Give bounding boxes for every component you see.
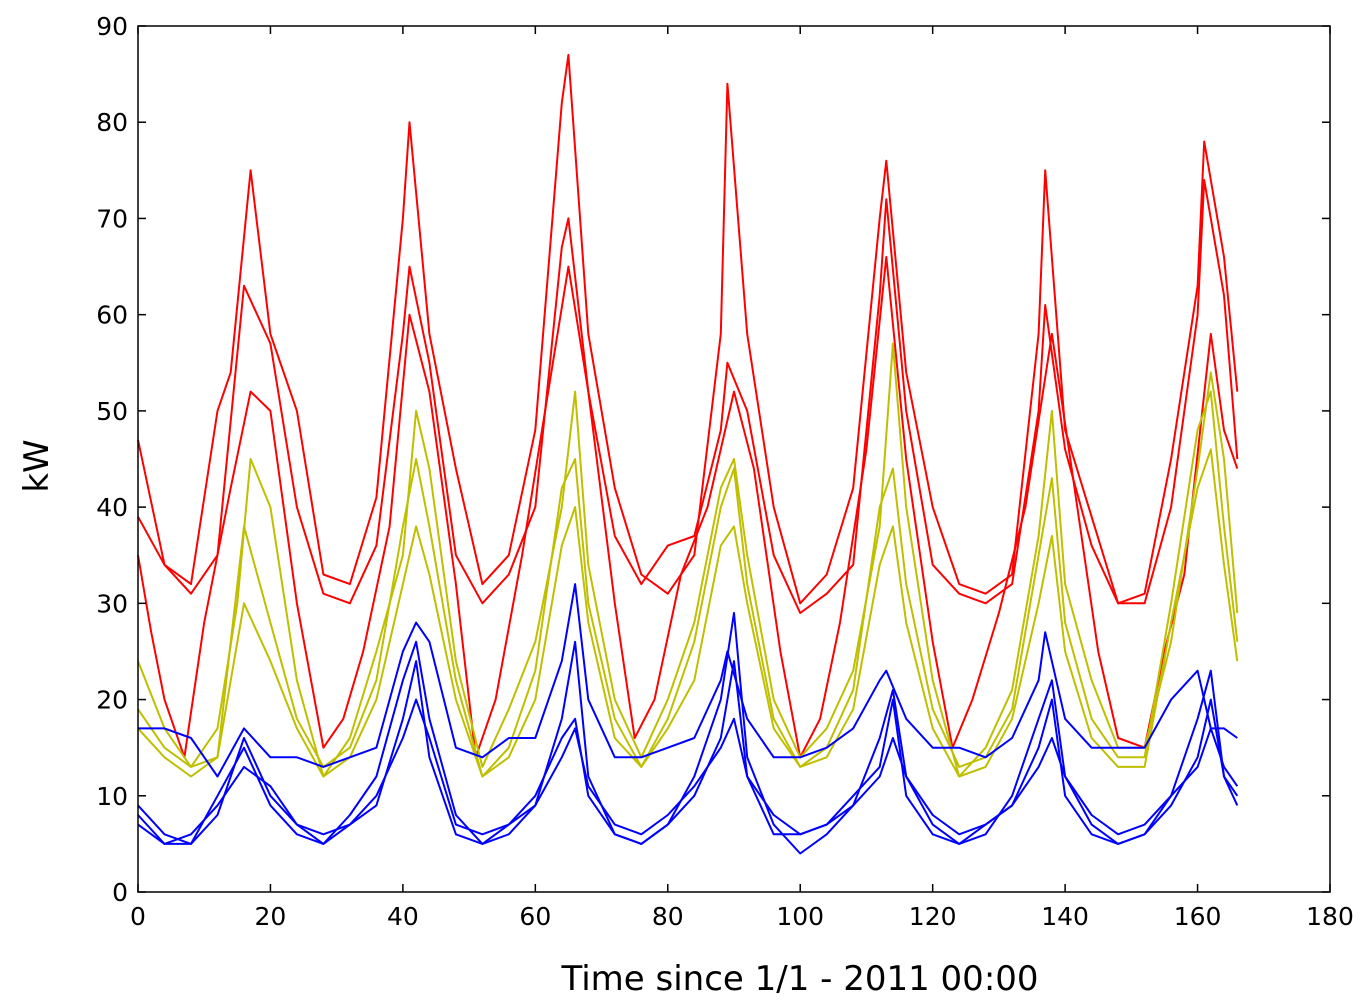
plot-frame	[137, 25, 1331, 893]
y-tick-label: 40	[96, 493, 128, 522]
series-line-10	[137, 698, 1239, 845]
y-tick-label: 20	[96, 686, 128, 715]
x-tick-label: 100	[776, 902, 824, 931]
series-line-5	[137, 390, 1239, 778]
x-tick-label: 40	[387, 902, 419, 931]
x-tick-label: 120	[909, 902, 957, 931]
x-tick-label: 80	[652, 902, 684, 931]
x-tick-label: 160	[1174, 902, 1222, 931]
ticks-layer: 0 20 40 60 80 100 120 140 160 180 0 10 20 30 40 50 60 70 8…	[96, 12, 1354, 931]
y-tick-label: 90	[96, 12, 128, 41]
y-tick-label: 0	[112, 878, 128, 907]
x-tick-label: 60	[519, 902, 551, 931]
y-tick-label: 80	[96, 108, 128, 137]
x-tick-label: 20	[255, 902, 287, 931]
y-tick-label: 60	[96, 301, 128, 330]
x-tick-label: 0	[130, 902, 146, 931]
y-axis-title: kW	[17, 439, 57, 492]
y-tick-label: 30	[96, 589, 128, 618]
y-tick-label: 50	[96, 397, 128, 426]
series-line-7	[138, 583, 1238, 778]
x-tick-label: 180	[1306, 902, 1354, 931]
series-line-2	[137, 179, 1239, 614]
x-tick-label: 140	[1041, 902, 1089, 931]
series-line-1	[137, 53, 1239, 605]
y-tick-label: 70	[96, 204, 128, 233]
series-line-4	[137, 342, 1239, 778]
series-line-3	[137, 255, 1239, 759]
x-axis-title: Time since 1/1 - 2011 00:00	[560, 959, 1038, 999]
y-tick-label: 10	[96, 782, 128, 811]
series-layer	[137, 53, 1239, 855]
